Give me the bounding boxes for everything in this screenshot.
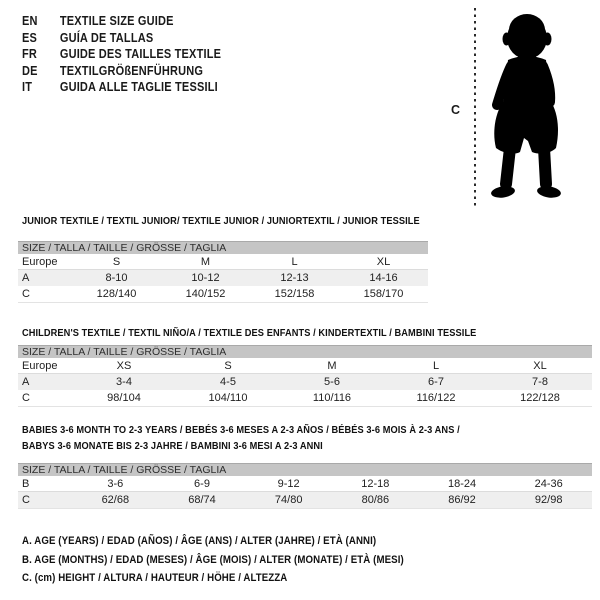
table-header-bar: SIZE / TALLA / TAILLE / GRÖSSE / TAGLIA: [18, 241, 428, 254]
table-cell: M: [200, 256, 211, 268]
legend-note-c: C. (cm) HEIGHT / ALTURA / HAUTEUR / HÖHE…: [22, 572, 288, 584]
row-label: Europe: [22, 360, 58, 372]
table-row: Europe XS S M L XL: [18, 358, 592, 374]
table-cell: 12-13: [280, 272, 309, 284]
table-cell: 152/158: [274, 288, 315, 300]
table-cell: 12-18: [361, 478, 390, 490]
table-cell: XS: [116, 360, 132, 372]
table-cell: 128/140: [96, 288, 137, 300]
table-cell: L: [291, 256, 298, 268]
table-cell: 62/68: [101, 494, 130, 506]
row-label: C: [22, 288, 30, 300]
language-code: IT: [22, 80, 33, 94]
size-table-children: SIZE / TALLA / TAILLE / GRÖSSE / TAGLIA …: [18, 345, 592, 407]
table-row: B 3-6 6-9 9-12 12-18 18-24 24-36: [18, 476, 592, 492]
size-table-junior: SIZE / TALLA / TAILLE / GRÖSSE / TAGLIA …: [18, 241, 428, 303]
table-cell: 86/92: [448, 494, 476, 506]
table-cell: 68/74: [188, 494, 216, 506]
language-code: DE: [22, 63, 38, 78]
table-cell: 122/128: [520, 392, 560, 404]
language-title: GUÍA DE TALLAS: [59, 30, 154, 45]
language-code: EN: [22, 14, 38, 28]
legend-notes: A. AGE (YEARS) / EDAD (AÑOS) / ÂGE (ANS)…: [22, 532, 600, 588]
table-cell: 24-36: [534, 478, 563, 490]
table-cell: 14-16: [369, 272, 398, 284]
language-title: TEXTILGRÖßENFÜHRUNG: [59, 63, 204, 78]
language-code: ES: [22, 30, 38, 45]
row-label: C: [22, 494, 30, 506]
table-cell: 8-10: [105, 272, 128, 284]
table-cell: XL: [533, 360, 547, 372]
row-label: B: [22, 478, 30, 490]
size-table-babies: SIZE / TALLA / TAILLE / GRÖSSE / TAGLIA …: [18, 463, 592, 509]
table-header-bar: SIZE / TALLA / TAILLE / GRÖSSE / TAGLIA: [18, 345, 592, 358]
height-measure-label: C: [451, 103, 461, 117]
row-label: A: [22, 272, 30, 284]
table-row: C 62/68 68/74 74/80 80/86 86/92 92/98: [18, 492, 592, 508]
table-cell: XL: [376, 256, 391, 268]
table-row: A 3-4 4-5 5-6 6-7 7-8: [18, 374, 592, 390]
table-cell: 9-12: [277, 478, 300, 490]
table-row: C 98/104 104/110 110/116 116/122 122/128: [18, 390, 592, 406]
table-header-bar: SIZE / TALLA / TAILLE / GRÖSSE / TAGLIA: [18, 463, 592, 476]
section-title-children: CHILDREN'S TEXTILE / TEXTIL NIÑO/A / TEX…: [22, 327, 477, 339]
language-row-de: DE TEXTILGRÖßENFÜHRUNG: [22, 63, 304, 80]
table-cell: 7-8: [532, 376, 548, 388]
table-cell: 6-9: [194, 478, 210, 490]
table-cell: 74/80: [274, 494, 303, 506]
language-title: TEXTILE SIZE GUIDE: [59, 14, 174, 28]
table-cell: 4-5: [220, 376, 236, 388]
table-cell: 140/152: [185, 288, 226, 300]
table-cell: L: [432, 360, 440, 372]
table-cell: 80/86: [361, 494, 390, 506]
table-cell: M: [327, 360, 337, 372]
height-measure-dotted-line: [474, 8, 476, 208]
table-cell: 158/170: [363, 288, 404, 300]
table-cell: 6-7: [428, 376, 444, 388]
language-code: FR: [22, 47, 38, 61]
row-label: Europe: [22, 256, 58, 268]
row-label: C: [22, 392, 30, 404]
table-row: A 8-10 10-12 12-13 14-16: [18, 270, 428, 286]
language-title: GUIDE DES TAILLES TEXTILE: [59, 47, 222, 61]
table-row: C 128/140 140/152 152/158 158/170: [18, 286, 428, 302]
language-row-fr: FR GUIDE DES TAILLES TEXTILE: [22, 46, 304, 63]
baby-silhouette-icon: [491, 14, 561, 198]
table-body: Europe S M L XL A 8-10 10-12 12-13 14-16 C 128/140 1…: [18, 254, 428, 302]
table-cell: S: [112, 256, 121, 268]
legend-note-b: B. AGE (MONTHS) / EDAD (MESES) / ÂGE (MO…: [22, 553, 404, 566]
table-cell: 92/98: [534, 494, 563, 506]
language-list: EN TEXTILE SIZE GUIDE ES GUÍA DE TALLAS …: [22, 13, 304, 96]
table-cell: S: [224, 360, 232, 372]
table-body: B 3-6 6-9 9-12 12-18 18-24 24-36 C 62/68 68/74 74/…: [18, 476, 592, 508]
table-cell: 5-6: [324, 376, 340, 388]
language-row-it: IT GUIDA ALLE TAGLIE TESSILI: [22, 79, 304, 96]
table-cell: 10-12: [191, 272, 220, 284]
section-title-babies: BABIES 3-6 MONTH TO 2-3 YEARS / BEBÉS 3-…: [22, 424, 460, 452]
table-cell: 98/104: [107, 392, 141, 404]
language-row-es: ES GUÍA DE TALLAS: [22, 30, 304, 47]
section-title-junior: JUNIOR TEXTILE / TEXTIL JUNIOR/ TEXTILE …: [22, 215, 420, 227]
table-row: Europe S M L XL: [18, 254, 428, 270]
language-title: GUIDA ALLE TAGLIE TESSILI: [59, 80, 218, 94]
row-label: A: [22, 376, 30, 388]
table-cell: 3-4: [116, 376, 132, 388]
table-cell: 116/122: [416, 392, 456, 404]
table-cell: 110/116: [312, 392, 352, 404]
table-cell: 18-24: [447, 478, 477, 490]
table-cell: 104/110: [208, 392, 248, 404]
table-body: Europe XS S M L XL A 3-4 4-5 5-6 6-7 7-8 C 98/104 104/…: [18, 358, 592, 406]
language-row-en: EN TEXTILE SIZE GUIDE: [22, 13, 304, 30]
table-cell: 3-6: [107, 478, 124, 490]
legend-note-a: A. AGE (YEARS) / EDAD (AÑOS) / ÂGE (ANS)…: [22, 535, 377, 547]
